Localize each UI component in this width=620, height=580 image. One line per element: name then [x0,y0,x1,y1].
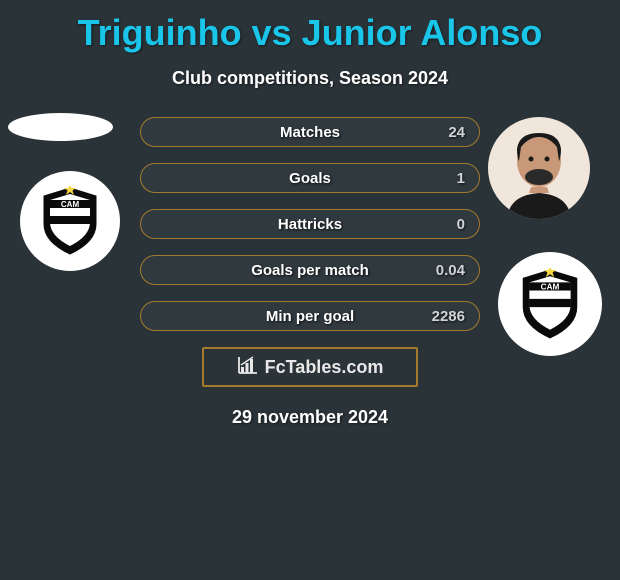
stat-value-right: 24 [417,124,465,141]
brand-box: FcTables.com [202,347,418,387]
stat-label: Min per goal [203,308,417,325]
stat-label: Goals per match [203,262,417,279]
stat-value-right: 0.04 [417,262,465,279]
stat-rows: Matches 24 Goals 1 Hattricks 0 Goals per… [140,117,480,331]
player-right-avatar [488,117,590,219]
stat-label: Hattricks [203,216,417,233]
stat-row: Hattricks 0 [140,209,480,239]
crest-icon: CAM [40,186,100,256]
date-text: 29 november 2024 [0,407,620,428]
stat-value-right: 2286 [417,308,465,325]
club-crest-left: CAM [20,171,120,271]
content-area: CAM CAM Matches 24 [0,117,620,428]
stat-value-right: 1 [417,170,465,187]
chart-icon [237,355,259,380]
club-crest-right: CAM [498,252,602,356]
brand-text: FcTables.com [265,357,384,378]
stat-row: Matches 24 [140,117,480,147]
player-left-avatar [8,113,113,141]
crest-icon: CAM [519,268,581,340]
stat-row: Goals per match 0.04 [140,255,480,285]
stat-label: Matches [203,124,417,141]
svg-text:CAM: CAM [61,200,80,209]
stat-row: Min per goal 2286 [140,301,480,331]
svg-text:CAM: CAM [541,283,560,292]
stat-row: Goals 1 [140,163,480,193]
page-title: Triguinho vs Junior Alonso [0,0,620,54]
stat-value-right: 0 [417,216,465,233]
stat-label: Goals [203,170,417,187]
subtitle: Club competitions, Season 2024 [0,68,620,89]
